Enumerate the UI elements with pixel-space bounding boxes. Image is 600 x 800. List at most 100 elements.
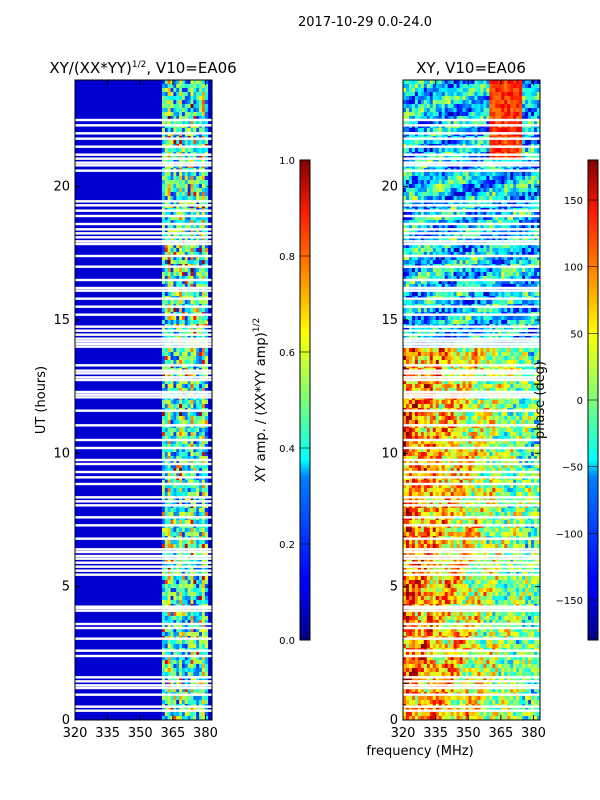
amplitude-cell <box>179 416 183 421</box>
phase-cell <box>477 92 481 97</box>
amplitude-cell <box>199 128 203 133</box>
phase-cell <box>471 128 475 133</box>
phase-cell <box>471 268 475 273</box>
phase-cell <box>444 184 449 189</box>
amplitude-cell <box>181 592 186 597</box>
amplitude-cell <box>196 652 200 657</box>
amplitude-cell <box>204 472 209 477</box>
phase-cell <box>531 84 535 89</box>
phase-cell <box>432 108 437 113</box>
phase-cell <box>486 172 490 177</box>
amplitude-cell <box>167 600 171 605</box>
phase-cell <box>414 88 419 93</box>
amplitude-cell <box>173 148 177 153</box>
phase-cell <box>405 148 410 153</box>
phase-cell <box>483 96 487 101</box>
amplitude-cell <box>199 464 203 469</box>
phase-cell <box>465 128 469 133</box>
phase-cell <box>471 212 475 217</box>
phase-cell <box>435 252 440 257</box>
phase-cell <box>534 96 538 101</box>
phase-cell <box>417 176 422 181</box>
amplitude-cell <box>187 640 191 645</box>
phase-cell <box>513 148 517 153</box>
amplitude-cell <box>170 172 174 177</box>
phase-cell <box>492 128 496 133</box>
phase-cell <box>411 108 416 113</box>
amplitude-cell <box>193 464 197 469</box>
phase-cell <box>519 244 523 249</box>
amplitude-cell <box>199 172 203 177</box>
amplitude-cell <box>173 380 177 385</box>
amplitude-cell <box>161 436 166 441</box>
amplitude-cell <box>190 540 194 545</box>
phase-cell <box>501 92 505 97</box>
phase-cell <box>462 224 466 229</box>
phase-cell <box>513 196 517 201</box>
amplitude-cell <box>170 592 174 597</box>
amplitude-cell <box>201 112 206 117</box>
phase-cell <box>498 256 502 261</box>
phase-cell <box>411 192 416 197</box>
phase-cell <box>420 148 425 153</box>
phase-cell <box>405 188 410 193</box>
phase-cell <box>531 248 535 253</box>
phase-cell <box>507 104 511 109</box>
amplitude-cell <box>181 400 186 405</box>
phase-cell <box>537 88 541 93</box>
amplitude-cell <box>204 624 209 629</box>
phase-cell <box>513 108 517 113</box>
phase-cell <box>429 224 434 229</box>
phase-cell <box>465 260 469 265</box>
amplitude-cell <box>176 652 180 657</box>
phase-cell <box>429 120 434 125</box>
amplitude-cell <box>196 176 200 181</box>
amplitude-flagged-row <box>75 214 212 218</box>
amplitude-cell <box>196 508 200 513</box>
amplitude-cell <box>176 128 180 133</box>
amplitude-cell <box>204 656 209 661</box>
amplitude-cell <box>181 420 186 425</box>
amplitude-cell <box>179 464 183 469</box>
phase-cell <box>403 212 407 217</box>
amplitude-cell <box>167 592 171 597</box>
phase-cell <box>459 100 463 105</box>
phase-cell <box>411 116 416 121</box>
amplitude-cell <box>190 224 194 229</box>
phase-cell <box>498 252 502 257</box>
amplitude-cell <box>173 320 177 325</box>
amplitude-cell <box>199 436 203 441</box>
phase-cell <box>483 88 487 93</box>
amplitude-flagged-row <box>75 424 212 427</box>
phase-cell <box>471 88 475 93</box>
phase-cell <box>501 120 505 125</box>
amplitude-cell <box>187 276 191 281</box>
amplitude-cell <box>201 404 206 409</box>
amplitude-cell <box>176 580 180 585</box>
phase-cell <box>480 248 484 253</box>
amplitude-cell <box>196 188 200 193</box>
phase-cell <box>501 84 505 89</box>
phase-cell <box>498 184 502 189</box>
amplitude-cell <box>204 552 209 557</box>
phase-cell <box>537 244 541 249</box>
phase-cell <box>408 80 413 85</box>
amplitude-cell <box>179 552 183 557</box>
amplitude-cell <box>173 460 177 465</box>
phase-cell <box>504 260 508 265</box>
phase-cell <box>531 212 535 217</box>
phase-cell <box>465 184 469 189</box>
amplitude-cell <box>184 488 189 493</box>
phase-cell <box>519 260 523 265</box>
phase-cell <box>408 272 413 277</box>
amplitude-cell <box>199 444 203 449</box>
phase-cell <box>480 104 484 109</box>
phase-cell <box>489 172 493 177</box>
amplitude-flagged-row <box>75 458 212 462</box>
phase-cell <box>411 88 416 93</box>
phase-cell <box>474 272 478 277</box>
amplitude-cell <box>199 696 203 701</box>
phase-cell <box>465 120 469 125</box>
amplitude-cell <box>164 348 169 353</box>
amplitude-cell <box>184 612 189 617</box>
